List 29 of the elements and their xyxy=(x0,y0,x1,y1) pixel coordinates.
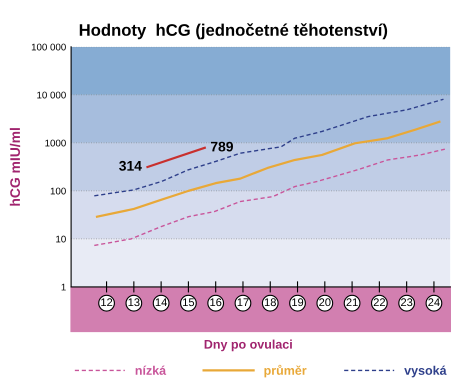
x-tick-label: 16 xyxy=(210,298,222,306)
data-label: 789 xyxy=(210,142,233,152)
x-tick-label: 21 xyxy=(346,298,358,306)
legend-label: vysoká xyxy=(404,366,447,378)
x-tick-label: 17 xyxy=(238,298,249,306)
y-tick-label: 100 000 xyxy=(32,44,66,50)
line-series xyxy=(94,98,444,196)
x-tick-label: 18 xyxy=(264,298,276,306)
x-tick-label: 23 xyxy=(401,298,412,306)
legend-label: nízká xyxy=(136,366,166,375)
x-tick-label: 15 xyxy=(183,298,194,306)
y-axis-title: hCG mIU/ml xyxy=(10,128,20,206)
x-axis-title: Dny po ovulaci xyxy=(204,340,292,352)
chart-title: Hodnoty hCG (jednočetné těhotenství) xyxy=(80,23,388,40)
x-tick-label: 13 xyxy=(128,298,140,306)
y-tick-label: 100 xyxy=(50,188,66,194)
x-tick-label: 14 xyxy=(156,298,167,306)
x-tick-label: 20 xyxy=(319,298,331,306)
y-tick-label: 1 xyxy=(62,284,66,290)
line-series xyxy=(96,120,440,218)
data-label: 314 xyxy=(119,160,142,171)
legend-label: průměr xyxy=(264,364,306,378)
x-tick-label: 12 xyxy=(101,298,112,306)
x-tick-label: 22 xyxy=(374,298,385,306)
x-tick-label: 19 xyxy=(292,298,304,306)
y-tick-label: 10 000 xyxy=(37,92,66,98)
x-tick-label: 24 xyxy=(428,298,440,306)
y-tick-label: 1000 xyxy=(45,140,66,146)
y-tick-label: 10 xyxy=(56,236,66,243)
